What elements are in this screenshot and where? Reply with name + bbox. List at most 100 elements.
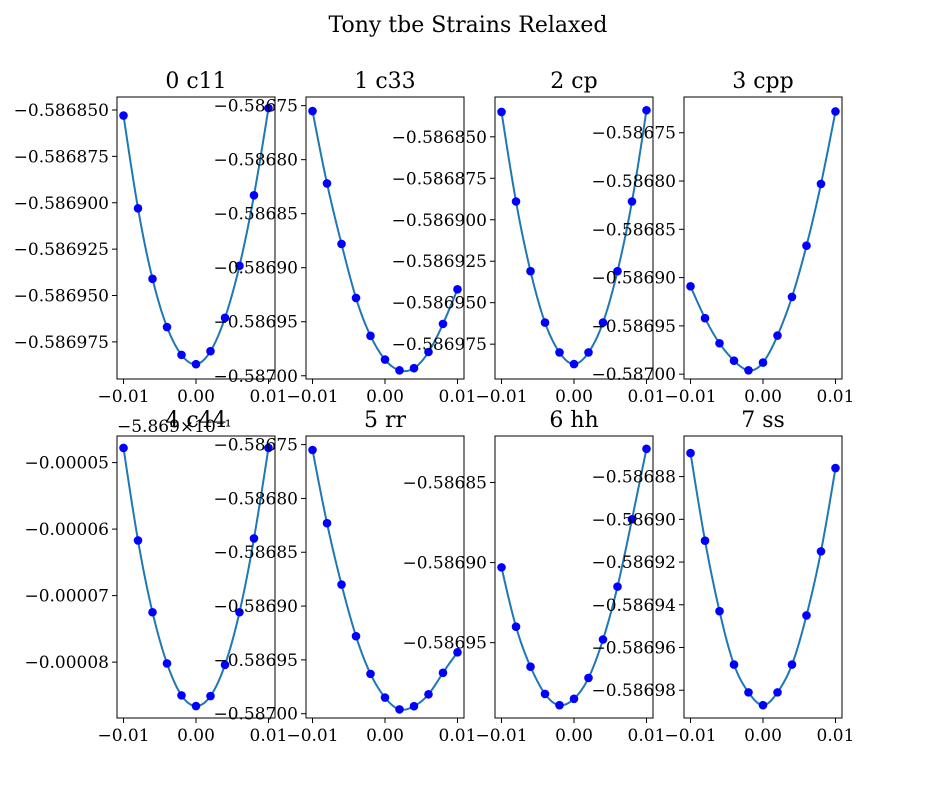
y-tick-label: −0.586875 — [14, 147, 109, 167]
x-tick-label: −0.01 — [286, 726, 338, 746]
data-point — [162, 322, 172, 332]
data-point — [235, 261, 244, 271]
y-tick-label: −0.586925 — [392, 252, 487, 272]
data-point — [409, 363, 419, 373]
x-tick-label: 0.01 — [439, 726, 477, 746]
y-tick-label: −0.586950 — [14, 287, 109, 307]
y-tick-label: −0.00006 — [24, 520, 109, 540]
data-point — [308, 106, 317, 116]
data-point — [409, 701, 419, 711]
data-point — [133, 204, 143, 213]
data-point — [773, 688, 782, 697]
y-tick-label: −0.58685 — [213, 543, 298, 563]
data-point — [831, 463, 840, 473]
data-point — [453, 648, 462, 657]
data-point — [540, 689, 550, 699]
subplot-title: 1 c33 — [354, 69, 415, 94]
data-point — [584, 673, 593, 683]
x-tick-label: 0.01 — [817, 726, 855, 746]
x-tick-label: 0.01 — [817, 387, 855, 407]
y-tick-label: −0.58700 — [591, 365, 676, 385]
data-point — [700, 313, 710, 323]
data-point — [613, 582, 622, 591]
data-point — [773, 331, 782, 340]
data-point — [511, 197, 521, 206]
x-tick-label: −0.01 — [475, 387, 527, 407]
data-point — [177, 350, 186, 360]
x-tick-label: 0.00 — [555, 726, 593, 746]
y-tick-label: −0.586925 — [14, 240, 109, 260]
data-point — [351, 293, 361, 303]
data-point — [206, 346, 215, 356]
data-point — [424, 347, 433, 357]
data-point — [584, 348, 593, 357]
y-tick-label: −0.58685 — [591, 220, 676, 240]
axes-frame — [116, 435, 276, 719]
data-point — [715, 338, 724, 348]
y-tick-label: −0.58675 — [213, 97, 298, 117]
data-point — [424, 690, 433, 699]
data-point — [787, 292, 797, 302]
axes-frame — [683, 435, 843, 719]
y-tick-label: −0.58695 — [402, 634, 487, 654]
subplot-4: 4 c44 −0.01 0.00 0.01 −0.00005 −0.00006 −0.000… — [24, 408, 287, 746]
data-point — [700, 536, 710, 545]
subplot-1: 1 c33 −0.01 0.00 0.01 −0.58675 −0.58680 −0.586… — [213, 69, 476, 407]
data-point — [148, 607, 157, 617]
subplot-title: 7 ss — [741, 408, 785, 433]
data-point — [802, 611, 811, 620]
data-point — [497, 107, 506, 117]
data-point — [220, 313, 230, 323]
data-point — [744, 366, 753, 375]
y-tick-label: −0.58680 — [213, 151, 298, 171]
y-tick-label: −0.58680 — [591, 172, 676, 192]
data-point — [453, 285, 462, 294]
subplot-7: 7 ss −0.01 0.00 0.01 −0.58688 −0.58690 −0.5869… — [591, 408, 854, 746]
data-point — [526, 266, 535, 276]
data-point — [119, 111, 128, 120]
data-point — [177, 691, 186, 700]
y-tick-label: −0.58688 — [591, 468, 676, 488]
data-point — [569, 694, 579, 704]
data-point — [119, 443, 128, 453]
data-point — [802, 241, 811, 251]
x-tick-label: 0.00 — [177, 726, 215, 746]
data-point — [438, 319, 448, 329]
x-tick-label: 0.00 — [177, 387, 215, 407]
x-tick-label: 0.01 — [628, 387, 666, 407]
data-point — [148, 274, 157, 284]
data-point — [235, 607, 244, 617]
y-tick-label: −0.58675 — [591, 124, 676, 144]
x-tick-label: −0.01 — [97, 726, 149, 746]
y-tick-label: −0.58696 — [591, 639, 676, 659]
fit-curve — [311, 110, 459, 373]
x-tick-label: 0.00 — [744, 387, 782, 407]
data-point — [351, 631, 361, 641]
data-point — [598, 318, 608, 327]
subplot-3: 3 cpp −0.01 0.00 0.01 −0.58675 −0.58680 −0.586… — [591, 69, 854, 407]
data-point — [337, 239, 346, 249]
data-point — [497, 563, 506, 572]
data-point — [206, 691, 215, 701]
y-tick-label: −0.58695 — [591, 317, 676, 337]
x-tick-label: 0.01 — [250, 726, 288, 746]
x-tick-label: 0.00 — [744, 726, 782, 746]
axes-frame — [116, 96, 276, 380]
data-point — [395, 366, 404, 375]
y-tick-label: −0.586875 — [392, 169, 487, 189]
data-point — [220, 660, 230, 670]
data-point — [191, 701, 201, 711]
data-point — [598, 635, 608, 644]
data-point — [555, 348, 564, 357]
data-point — [816, 179, 826, 189]
data-point — [758, 358, 768, 367]
y-tick-label: −0.58675 — [213, 436, 298, 456]
subplot-title: 4 c44 — [165, 408, 226, 433]
data-point — [744, 688, 753, 697]
data-point — [642, 105, 651, 115]
subplot-title: 3 cpp — [732, 69, 793, 94]
y-tick-label: −0.58690 — [213, 597, 298, 617]
x-tick-label: 0.01 — [250, 387, 288, 407]
data-point — [627, 197, 637, 206]
